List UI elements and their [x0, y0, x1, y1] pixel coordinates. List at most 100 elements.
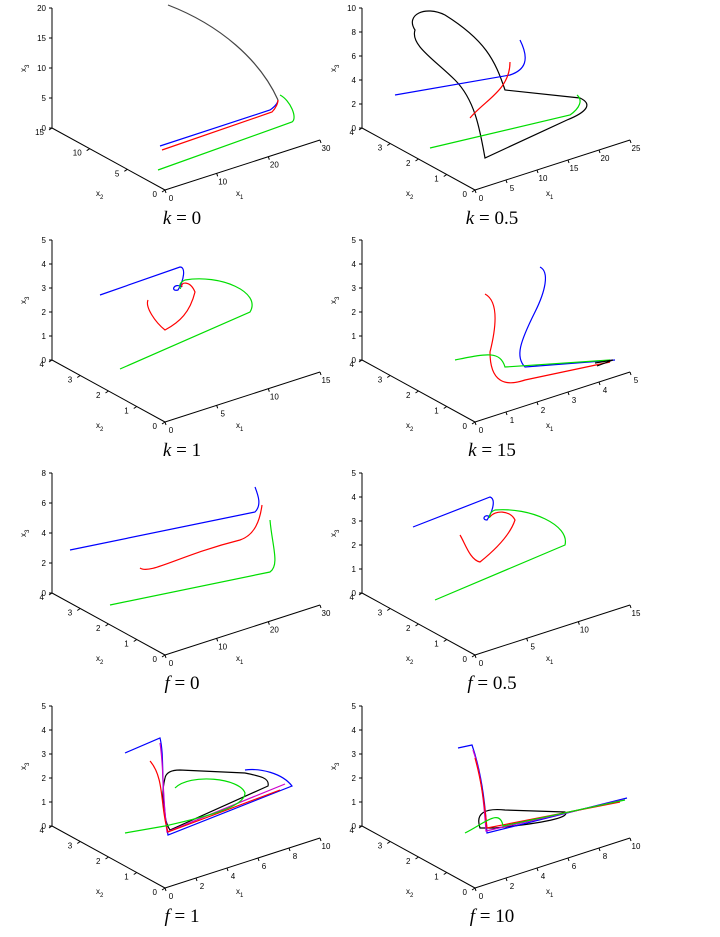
- tick: [598, 847, 601, 852]
- tick: [48, 592, 53, 596]
- caption: f = 0.5: [467, 673, 516, 694]
- tick: [257, 857, 260, 862]
- tick-label: 3: [352, 284, 357, 293]
- tick-label: 2: [42, 774, 47, 783]
- tick-label: 6: [262, 862, 267, 871]
- axis-label: x2: [96, 421, 104, 433]
- trajectories: [412, 496, 566, 601]
- tick-label: 2: [200, 882, 205, 891]
- tick-label: 0: [169, 659, 174, 668]
- tick-label: 4: [40, 593, 45, 602]
- tick-label: 2: [42, 308, 47, 317]
- axis-label: x2: [96, 654, 104, 666]
- tick: [164, 887, 167, 892]
- axis-label: x1: [236, 189, 244, 201]
- tick: [505, 179, 508, 184]
- axis-label: x1: [236, 887, 244, 899]
- tick: [48, 825, 53, 829]
- tick: [629, 604, 632, 609]
- tick-label: 4: [42, 529, 47, 538]
- tick-label: 10: [218, 642, 227, 651]
- tick: [161, 887, 166, 891]
- tick: [415, 623, 419, 627]
- tick: [48, 359, 53, 363]
- tick: [76, 841, 81, 844]
- tick: [415, 158, 419, 162]
- tick: [288, 847, 291, 852]
- tick: [505, 877, 508, 882]
- tick-label: 0: [42, 124, 47, 133]
- axis-label: x1: [546, 887, 554, 899]
- tick-label: 4: [350, 128, 355, 137]
- tick-label: 0: [463, 888, 468, 897]
- tick: [133, 872, 138, 875]
- tick-label: 0: [352, 356, 357, 365]
- axis: [164, 371, 321, 423]
- tick-label: 5: [42, 236, 47, 245]
- tick-label: 4: [42, 260, 47, 269]
- tick: [526, 638, 529, 642]
- tick-label: 4: [350, 826, 355, 835]
- tick: [443, 174, 448, 177]
- tick: [536, 867, 539, 872]
- tick: [76, 375, 81, 378]
- tick: [386, 375, 391, 378]
- tick-label: 5: [42, 94, 47, 103]
- tick: [358, 825, 363, 829]
- tick: [267, 156, 270, 160]
- tick-label: 2: [406, 391, 411, 400]
- axis: [164, 139, 321, 191]
- tick-label: 1: [42, 332, 47, 341]
- axis-label: x1: [236, 421, 244, 433]
- tick-label: 15: [570, 164, 579, 173]
- tick-label: 0: [42, 356, 47, 365]
- tick-label: 15: [632, 609, 641, 618]
- tick-label: 3: [378, 376, 383, 385]
- tick-label: 4: [42, 726, 47, 735]
- axis-label: x2: [96, 189, 104, 201]
- axis-label: x2: [406, 887, 414, 899]
- tick-label: 4: [350, 593, 355, 602]
- tick: [358, 359, 363, 363]
- axis-label: x3: [329, 529, 341, 537]
- tick-label: 5: [510, 184, 515, 193]
- tick-label: 0: [169, 892, 174, 901]
- tick-label: 8: [352, 28, 357, 37]
- tick-label: 0: [169, 426, 174, 435]
- tick-label: 0: [479, 659, 484, 668]
- tick: [133, 406, 138, 409]
- caption: k = 1: [163, 440, 201, 461]
- tick-label: 5: [352, 236, 357, 245]
- tick-label: 8: [603, 852, 608, 861]
- tick-label: 2: [406, 857, 411, 866]
- tick-label: 1: [124, 873, 129, 882]
- tick-label: 3: [68, 842, 73, 851]
- caption: f = 10: [470, 906, 515, 927]
- tick-label: 5: [530, 642, 535, 651]
- tick: [386, 608, 391, 611]
- axis: [474, 371, 631, 423]
- axis: [164, 604, 321, 656]
- tick: [105, 390, 109, 394]
- tick: [319, 139, 322, 144]
- caption: k = 15: [468, 440, 516, 461]
- trajectories: [157, 4, 295, 171]
- tick-label: 2: [541, 406, 546, 415]
- tick: [133, 639, 138, 642]
- tick-label: 0: [42, 822, 47, 831]
- tick-label: 15: [35, 128, 44, 137]
- tick-label: 2: [406, 159, 411, 168]
- tick: [443, 639, 448, 642]
- tick: [164, 421, 167, 426]
- tick-label: 1: [42, 798, 47, 807]
- axis-label: x3: [329, 64, 341, 72]
- tick-label: 3: [42, 284, 47, 293]
- tick-label: 1: [434, 407, 439, 416]
- tick-label: 0: [479, 426, 484, 435]
- tick: [474, 189, 477, 194]
- tick-label: 4: [40, 360, 45, 369]
- tick-label: 10: [37, 64, 46, 73]
- tick-label: 10: [73, 149, 82, 158]
